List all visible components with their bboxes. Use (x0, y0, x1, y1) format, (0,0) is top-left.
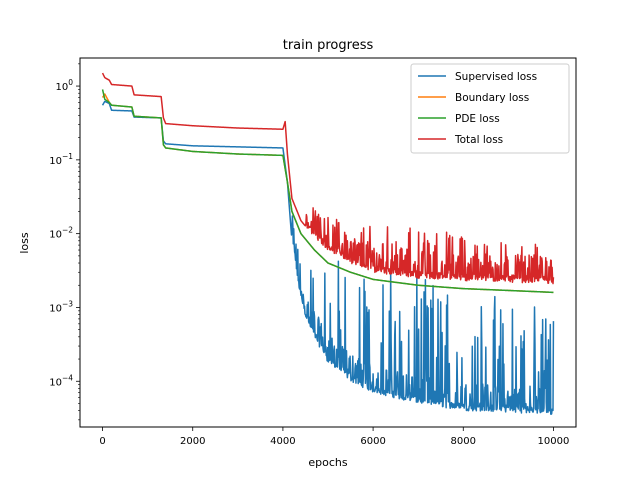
x-tick-label: 0 (99, 436, 105, 447)
y-tick-label: 100 (55, 78, 73, 93)
x-tick-label: 4000 (270, 436, 295, 447)
y-tick-label: 10−3 (49, 299, 73, 314)
legend-label: Boundary loss (455, 92, 529, 104)
x-axis-label: epochs (308, 456, 347, 469)
x-tick-label: 10000 (538, 436, 570, 447)
series-line-supervised-loss (101, 100, 555, 415)
x-axis: 0 2000 4000 6000 8000 10000 (99, 427, 569, 447)
plot-frame (79, 57, 577, 428)
legend-box (410, 63, 570, 154)
y-axis: 10−4 10−3 10−2 10−1 100 (49, 63, 80, 421)
legend-label: PDE loss (455, 113, 500, 125)
y-tick-label: 10−1 (49, 152, 73, 167)
x-tick-label: 6000 (360, 436, 385, 447)
legend: Supervised loss Boundary loss PDE loss Tota… (410, 63, 570, 154)
series-line-pde-loss (101, 89, 554, 294)
chart-title: train progress (283, 38, 374, 53)
x-tick-label: 8000 (451, 436, 476, 447)
y-tick-label: 10−4 (49, 373, 73, 388)
legend-label: Total loss (454, 134, 503, 146)
y-axis-label: loss (18, 232, 31, 254)
series-line-total-loss (101, 72, 555, 285)
x-tick-label: 2000 (180, 436, 205, 447)
series-layer (101, 72, 555, 415)
legend-label: Supervised loss (455, 71, 537, 83)
y-tick-label: 10−2 (49, 226, 73, 241)
